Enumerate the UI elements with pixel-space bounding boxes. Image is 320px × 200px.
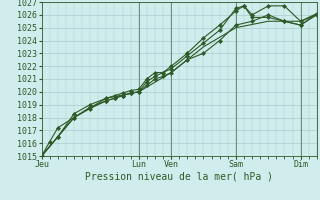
- X-axis label: Pression niveau de la mer( hPa ): Pression niveau de la mer( hPa ): [85, 172, 273, 182]
